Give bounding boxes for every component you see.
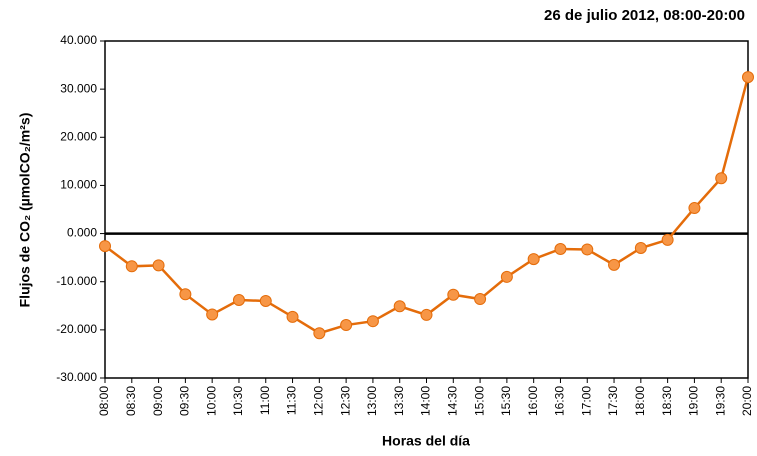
x-tick-label: 16:00 (526, 386, 540, 416)
x-tick-label: 08:30 (124, 386, 138, 416)
y-tick-label: 10.000 (60, 178, 97, 192)
y-tick-label: -20.000 (56, 322, 97, 336)
data-point (366, 315, 379, 328)
data-point (340, 319, 353, 332)
y-tick-label: -30.000 (56, 370, 97, 384)
y-tick-label: 20.000 (60, 129, 97, 143)
y-axis-label: Flujos de CO₂ (µmolCO₂/m²s) (17, 113, 33, 308)
data-point (152, 259, 165, 272)
x-tick-label: 18:00 (633, 386, 647, 416)
data-point (527, 253, 540, 266)
x-tick-label: 10:00 (204, 386, 218, 416)
data-point (447, 288, 460, 301)
data-point (581, 243, 594, 256)
x-tick-label: 18:30 (660, 386, 674, 416)
data-point (742, 71, 754, 84)
data-point (259, 294, 272, 307)
x-axis-label: Horas del día (382, 433, 470, 449)
data-point (286, 310, 299, 323)
data-point (608, 258, 621, 271)
x-tick-label: 08:00 (97, 386, 111, 416)
data-point (688, 202, 701, 215)
plot-frame (104, 40, 749, 379)
data-point (420, 308, 433, 321)
data-point (393, 300, 406, 313)
x-tick-label: 19:30 (713, 386, 727, 416)
x-tick-label: 15:00 (472, 386, 486, 416)
data-point (500, 270, 513, 283)
x-tick-label: 16:30 (553, 386, 567, 416)
x-tick-label: 17:30 (606, 386, 620, 416)
data-point (715, 172, 728, 185)
data-line (104, 76, 750, 335)
x-tick-label: 14:00 (419, 386, 433, 416)
x-tick-label: 09:00 (151, 386, 165, 416)
chart-title: 26 de julio 2012, 08:00-20:00 (544, 7, 745, 24)
x-tick-label: 19:00 (687, 386, 701, 416)
x-tick-label: 20:00 (740, 386, 754, 416)
x-tick-label: 14:30 (445, 386, 459, 416)
y-tick-label: 30.000 (60, 81, 97, 95)
data-point (661, 233, 674, 246)
data-point (313, 327, 326, 340)
data-point (232, 294, 245, 307)
data-point (634, 242, 647, 255)
x-tick-label: 13:00 (365, 386, 379, 416)
x-tick-label: 11:00 (258, 386, 272, 415)
data-point (179, 288, 192, 301)
x-tick-label: 12:00 (312, 386, 326, 416)
x-tick-label: 09:30 (178, 386, 192, 416)
x-tick-label: 17:00 (579, 386, 593, 416)
data-point (474, 293, 487, 306)
y-tick-label: 40.000 (60, 33, 97, 47)
data-point (99, 240, 111, 253)
x-tick-label: 12:30 (338, 386, 352, 416)
data-point (125, 260, 138, 273)
x-tick-label: 15:30 (499, 386, 513, 416)
x-tick-label: 13:30 (392, 386, 406, 416)
data-point (554, 242, 567, 255)
y-tick-label: 0.000 (67, 226, 97, 240)
y-tick-label: -10.000 (56, 274, 97, 288)
data-point (206, 308, 219, 321)
x-tick-label: 10:30 (231, 386, 245, 416)
x-tick-label: 11:30 (285, 386, 299, 415)
